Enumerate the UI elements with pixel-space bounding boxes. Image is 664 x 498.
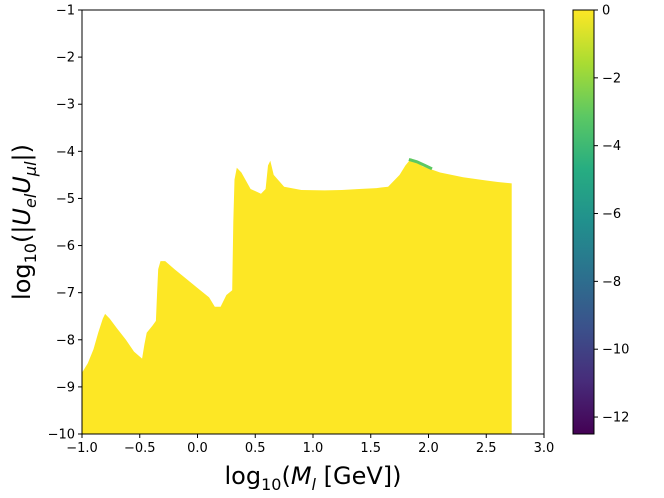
plot-area — [81, 9, 545, 435]
y-tick-label: −2 — [56, 51, 75, 66]
colorbar-tick-label: −6 — [602, 207, 621, 222]
allowed-region — [82, 158, 512, 434]
x-axis: −1.0 −0.5 0.0 0.5 1.0 1.5 2.0 2.5 3.0 — [66, 434, 554, 456]
x-tick-label: 2.0 — [418, 441, 439, 456]
y-axis: −10 −9 −8 −7 −6 −5 −4 −3 −2 −1 — [48, 4, 82, 443]
region-edge-gradient — [408, 157, 433, 171]
x-tick-label: 0.5 — [245, 441, 266, 456]
colorbar-tick-label: −2 — [602, 71, 621, 86]
x-tick-label: −1.0 — [66, 441, 98, 456]
colorbar-tick-label: 0 — [602, 4, 610, 19]
y-tick-label: −10 — [48, 428, 75, 443]
y-axis-label: log10(|UelUμl|) — [8, 144, 40, 300]
x-tick-label: 2.5 — [476, 441, 497, 456]
y-tick-label: −9 — [56, 380, 75, 395]
y-tick-label: −5 — [56, 192, 75, 207]
colorbar-ticks: −12 −10 −8 −6 −4 −2 0 — [594, 4, 629, 426]
colorbar-frame — [572, 9, 595, 435]
colorbar: −12 −10 −8 −6 −4 −2 0 — [572, 4, 629, 435]
x-tick-label: 1.5 — [360, 441, 381, 456]
y-tick-label: −7 — [56, 286, 75, 301]
colorbar-tick-label: −4 — [602, 139, 621, 154]
y-tick-label: −8 — [56, 333, 75, 348]
colorbar-tick-label: −10 — [602, 343, 629, 358]
x-tick-label: 0.0 — [187, 441, 208, 456]
colorbar-tick-label: −12 — [602, 411, 629, 426]
x-tick-label: −0.5 — [124, 441, 156, 456]
y-tick-label: −3 — [56, 98, 75, 113]
y-tick-label: −1 — [56, 4, 75, 19]
x-tick-label: 3.0 — [534, 441, 555, 456]
x-axis-label: log10(Ml [GeV]) — [225, 462, 402, 494]
y-tick-label: −6 — [56, 239, 75, 254]
y-tick-label: −4 — [56, 145, 75, 160]
x-tick-label: 1.0 — [303, 441, 324, 456]
colorbar-gradient — [573, 10, 594, 434]
colorbar-tick-label: −8 — [602, 275, 621, 290]
